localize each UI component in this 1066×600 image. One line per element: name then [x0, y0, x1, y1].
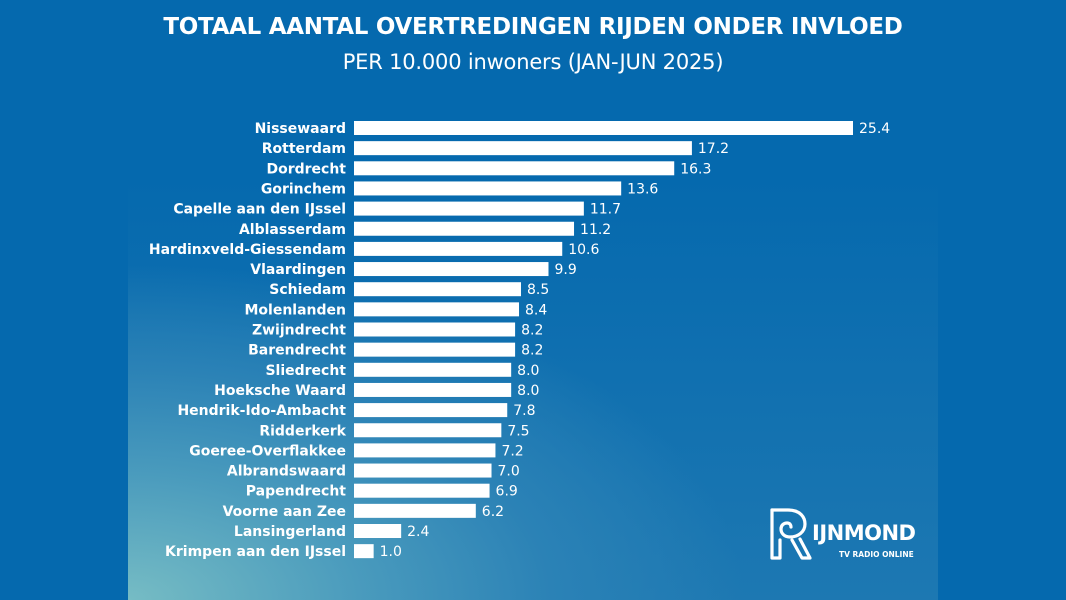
value-label: 13.6	[627, 181, 658, 197]
value-label: 7.0	[498, 464, 520, 480]
category-label: Goeree-Overflakkee	[189, 443, 346, 459]
category-label: Hardinxveld-Giessendam	[149, 242, 346, 258]
bar-chart: Nissewaard 25.4 Rotterdam 17.2 Dordrecht 16.3…	[149, 121, 890, 560]
value-label: 7.2	[501, 443, 523, 459]
bar	[354, 262, 549, 277]
bar	[354, 382, 512, 397]
bar	[354, 282, 521, 297]
bar	[354, 241, 563, 256]
rijnmond-logo: IJNMOND TV RADIO ONLINE	[770, 508, 916, 560]
bar	[354, 141, 692, 156]
value-label: 25.4	[859, 121, 890, 137]
category-label: Krimpen aan den IJssel	[165, 544, 346, 560]
category-label: Ridderkerk	[259, 423, 346, 439]
category-label: Sliedrecht	[265, 363, 346, 379]
category-label: Dordrecht	[266, 161, 346, 177]
bar	[354, 524, 402, 538]
category-label: Vlaardingen	[250, 262, 346, 278]
category-label: Capelle aan den IJssel	[173, 202, 346, 218]
value-label: 17.2	[698, 141, 729, 157]
category-label: Molenlanden	[244, 302, 346, 318]
category-label: Papendrecht	[246, 484, 347, 500]
category-label: Gorinchem	[261, 181, 346, 197]
bar	[354, 503, 476, 518]
bars-group: Nissewaard 25.4 Rotterdam 17.2 Dordrecht 16.3…	[149, 121, 890, 560]
bar	[354, 483, 490, 498]
category-label: Voorne aan Zee	[223, 504, 346, 520]
chart-title: TOTAAL AANTAL OVERTREDINGEN RIJDEN ONDER…	[163, 14, 903, 40]
value-label: 8.0	[517, 363, 539, 379]
category-label: Hendrik-Ido-Ambacht	[177, 403, 346, 419]
bar	[354, 302, 520, 317]
value-label: 9.9	[554, 262, 576, 278]
value-label: 10.6	[568, 242, 599, 258]
logo-tagline: TV RADIO ONLINE	[839, 550, 914, 559]
bar	[354, 423, 502, 438]
value-label: 8.5	[527, 282, 549, 298]
bar	[354, 362, 512, 377]
value-label: 8.4	[525, 302, 547, 318]
value-label: 8.2	[521, 323, 543, 339]
value-label: 11.2	[580, 222, 611, 238]
bar	[354, 443, 496, 458]
category-label: Rotterdam	[262, 141, 346, 157]
bar	[354, 463, 492, 478]
bar	[354, 403, 508, 418]
category-label: Lansingerland	[234, 524, 346, 540]
category-label: Schiedam	[269, 282, 346, 298]
logo-r-icon	[770, 508, 812, 560]
category-label: Alblasserdam	[239, 222, 346, 238]
logo-name: IJNMOND	[812, 521, 916, 545]
category-label: Barendrecht	[248, 343, 346, 359]
value-label: 11.7	[590, 202, 621, 218]
chart-subtitle: PER 10.000 inwoners (JAN-JUN 2025)	[342, 50, 724, 74]
bar	[354, 544, 374, 559]
category-label: Zwijndrecht	[252, 323, 346, 339]
bar	[354, 121, 853, 135]
category-label: Nissewaard	[255, 121, 346, 137]
value-label: 6.2	[482, 504, 504, 520]
value-label: 8.0	[517, 383, 539, 399]
value-label: 16.3	[680, 161, 711, 177]
bar	[354, 161, 675, 176]
value-label: 8.2	[521, 343, 543, 359]
category-label: Albrandswaard	[227, 464, 346, 480]
value-label: 7.5	[507, 423, 529, 439]
bar	[354, 342, 516, 357]
bar	[354, 221, 575, 236]
bar	[354, 322, 516, 337]
value-label: 7.8	[513, 403, 535, 419]
bar	[354, 181, 622, 196]
category-label: Hoeksche Waard	[214, 383, 346, 399]
chart-panel: TOTAAL AANTAL OVERTREDINGEN RIJDEN ONDER…	[128, 0, 938, 600]
value-label: 2.4	[407, 524, 429, 540]
value-label: 1.0	[380, 544, 402, 560]
bar	[354, 201, 584, 216]
value-label: 6.9	[496, 484, 518, 500]
